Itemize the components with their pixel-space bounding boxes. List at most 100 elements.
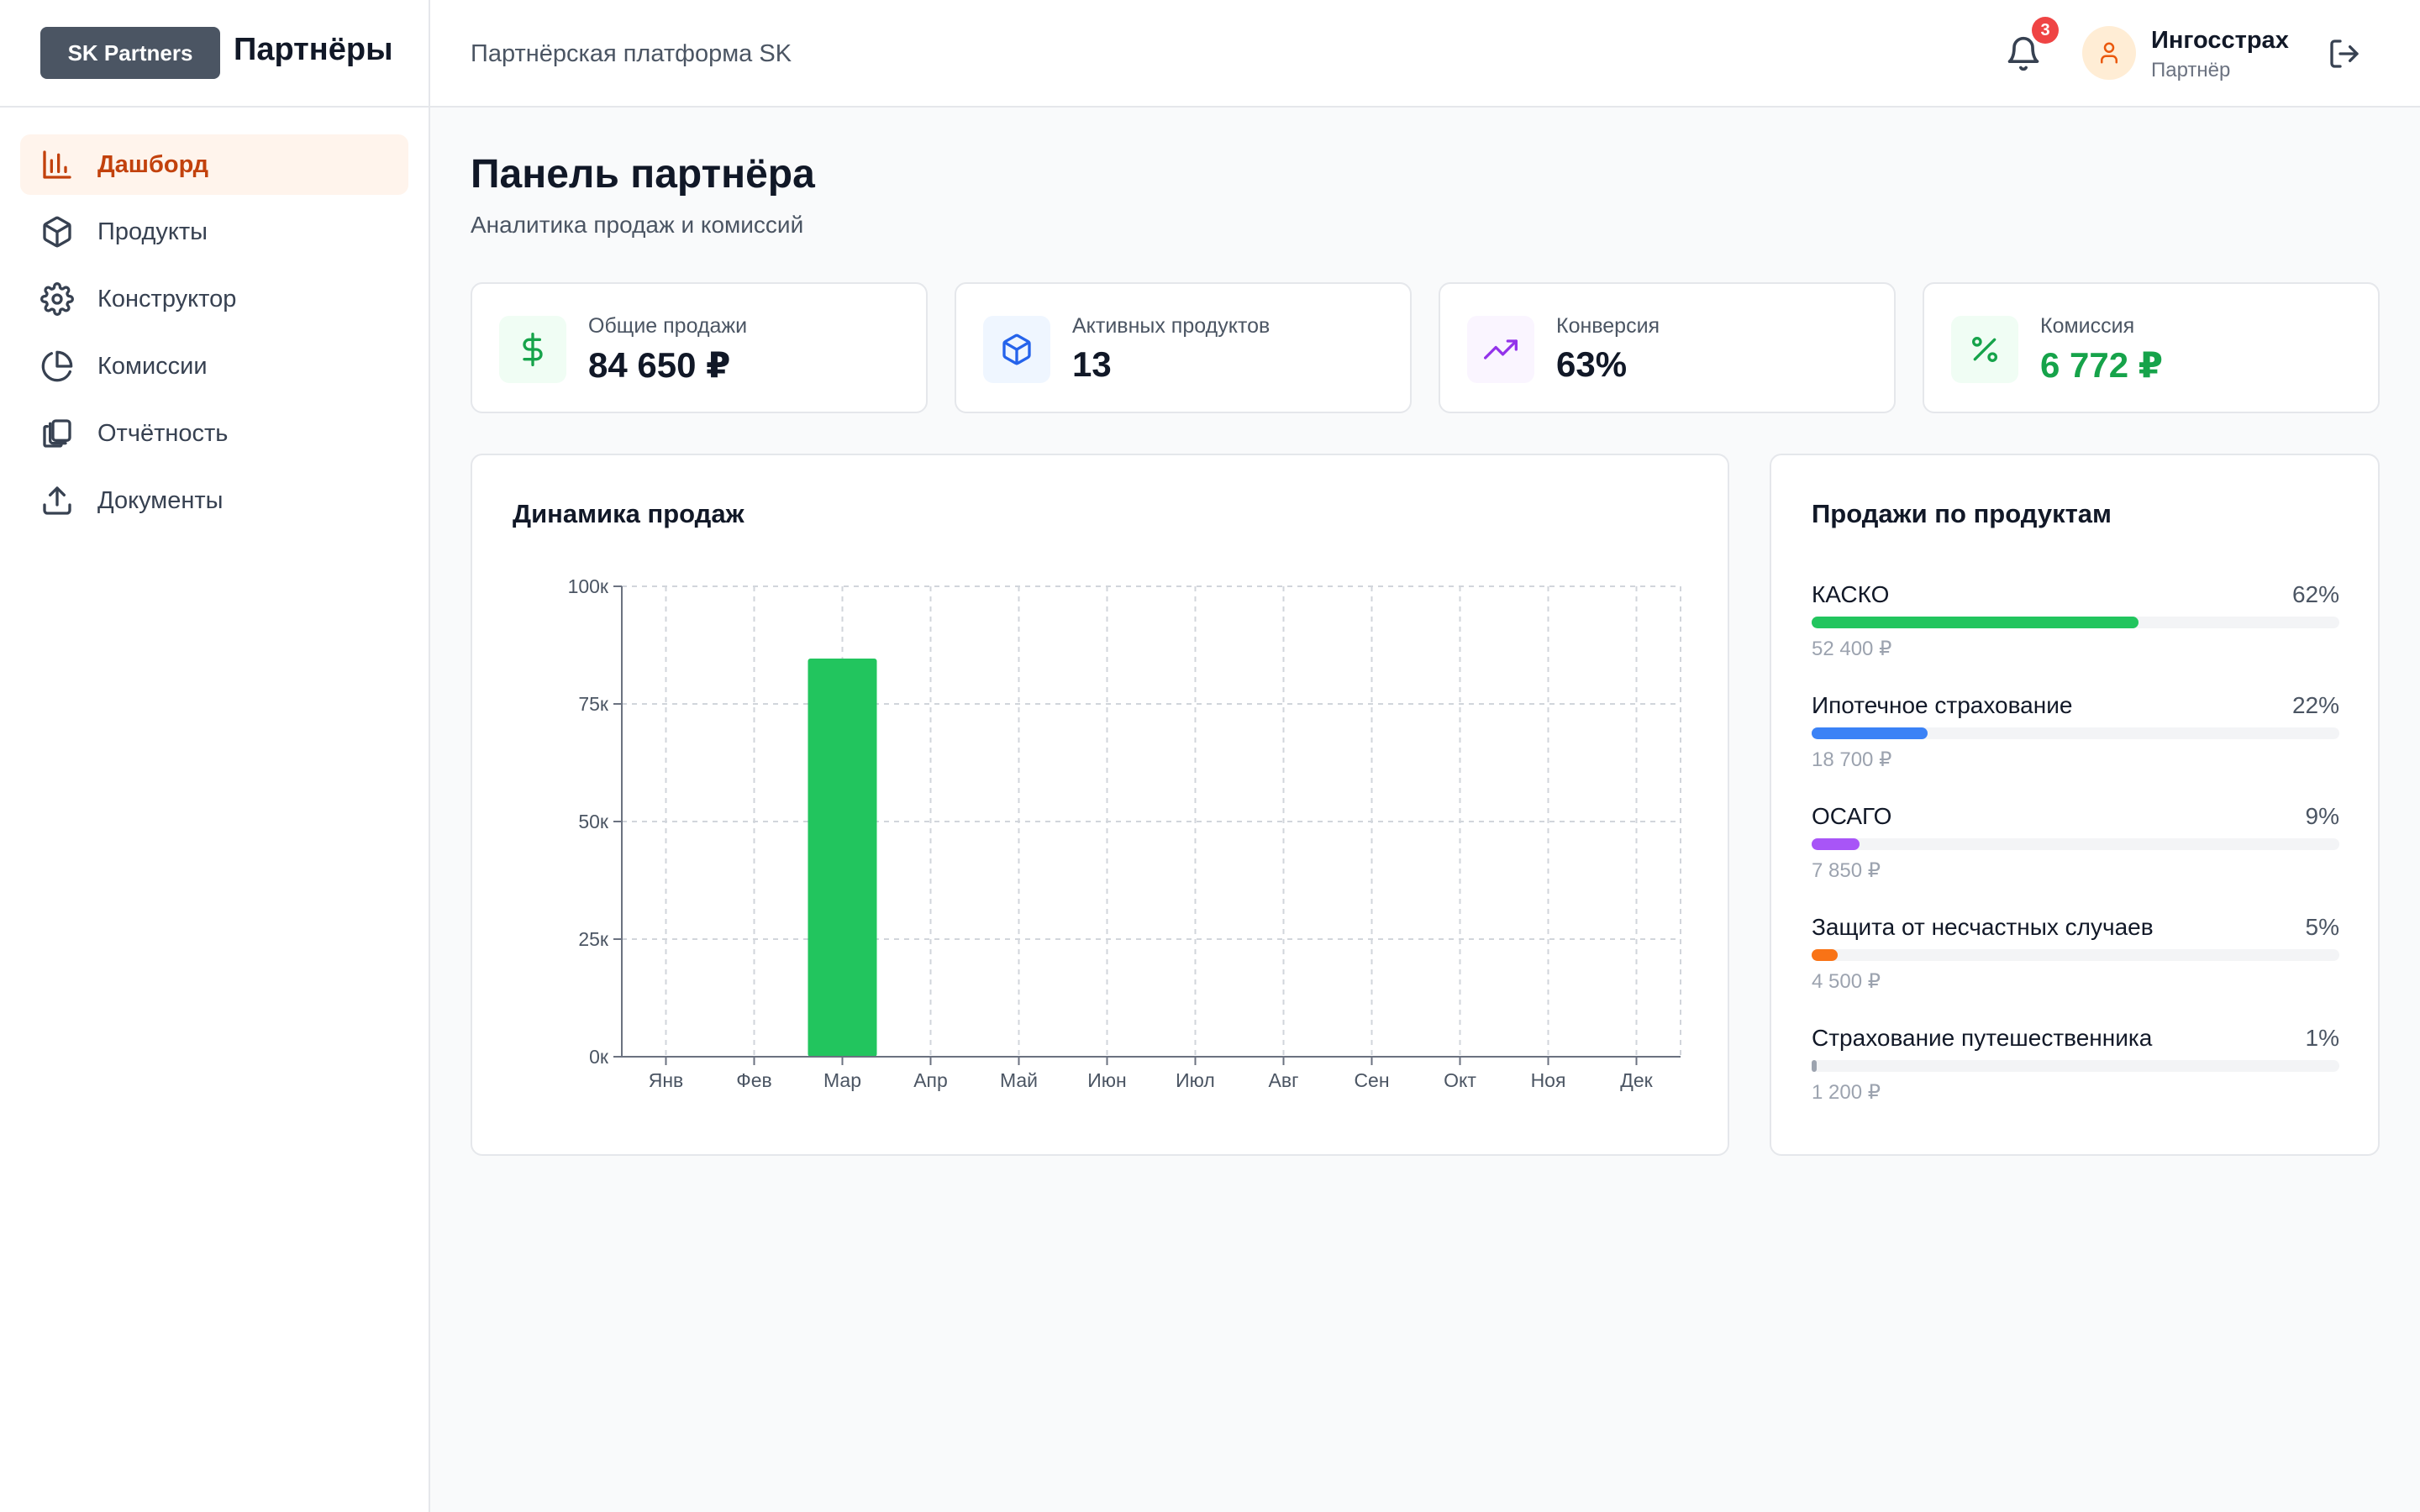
user-name: Ингосстрах: [2151, 27, 2289, 54]
product-row: Ипотечное страхование 22% 18 700 ₽: [1812, 692, 2339, 785]
y-tick-label: 100к: [568, 575, 609, 597]
avatar[interactable]: [2082, 26, 2136, 80]
x-tick-label: Авг: [1269, 1069, 1299, 1091]
product-name: ОСАГО: [1812, 803, 1892, 829]
x-tick-label: Ноя: [1531, 1069, 1566, 1091]
chart-title: Динамика продаж: [513, 499, 744, 528]
product-amount: 1 200 ₽: [1812, 1081, 1881, 1104]
x-tick-label: Июн: [1087, 1069, 1126, 1091]
stat-card-total-sales: Общие продажи 84 650 ₽: [471, 282, 928, 413]
product-percent: 9%: [2305, 803, 2339, 829]
products-panel: Продажи по продуктам КАСКО 62% 52 400 ₽ Ипо…: [1770, 454, 2380, 1156]
sidebar-item-dashboard[interactable]: Дашборд: [20, 134, 408, 195]
x-tick-label: Окт: [1444, 1069, 1476, 1091]
gear-icon: [40, 282, 74, 316]
product-progress-fill: [1812, 949, 1839, 961]
top-header: SK Partners Партнёры Партнёрская платфор…: [0, 0, 2420, 108]
product-amount: 18 700 ₽: [1812, 748, 1892, 771]
bell-icon[interactable]: [2005, 35, 2042, 72]
product-row: ОСАГО 9% 7 850 ₽: [1812, 803, 2339, 895]
sidebar-item-reports[interactable]: Отчётность: [20, 403, 408, 464]
stat-value: 6 772 ₽: [2040, 345, 2163, 385]
stat-label: Комиссия: [2040, 314, 2135, 338]
sidebar-item-label: Комиссии: [97, 352, 208, 380]
product-progress-fill: [1812, 727, 1928, 739]
sidebar-item-documents[interactable]: Документы: [20, 470, 408, 531]
x-tick-label: Май: [1000, 1069, 1038, 1091]
sidebar-item-label: Документы: [97, 486, 224, 514]
package-icon: [40, 215, 74, 249]
sidebar-item-products[interactable]: Продукты: [20, 202, 408, 262]
trending-up-icon: [1467, 316, 1534, 383]
product-amount: 4 500 ₽: [1812, 970, 1881, 993]
stat-label: Активных продуктов: [1072, 314, 1270, 338]
y-tick-label: 75к: [578, 693, 609, 715]
product-percent: 5%: [2305, 914, 2339, 940]
products-title: Продажи по продуктам: [1812, 499, 2112, 528]
product-amount: 52 400 ₽: [1812, 638, 1892, 660]
product-progress-track: [1812, 617, 2339, 628]
stat-label: Конверсия: [1556, 314, 1660, 338]
sales-chart-panel: Динамика продаж 0к 25к 50к 75к 100к Янв Фев Мар…: [471, 454, 1729, 1156]
stat-card-conversion: Конверсия 63%: [1439, 282, 1896, 413]
stat-value: 63%: [1556, 344, 1628, 384]
product-percent: 1%: [2305, 1025, 2339, 1051]
brand-badge[interactable]: SK Partners: [40, 27, 220, 79]
upload-icon: [40, 484, 74, 517]
copy-icon: [40, 417, 74, 450]
x-tick-label: Мар: [823, 1069, 861, 1091]
notification-badge: 3: [2032, 17, 2059, 44]
product-row: КАСКО 62% 52 400 ₽: [1812, 581, 2339, 674]
brand-title: Партнёры: [234, 32, 393, 67]
x-tick-label: Июл: [1176, 1069, 1215, 1091]
product-progress-track: [1812, 1060, 2339, 1072]
package-icon: [983, 316, 1050, 383]
y-tick-label: 25к: [578, 928, 609, 950]
bar-Мар: [808, 658, 877, 1057]
x-tick-label: Сен: [1354, 1069, 1389, 1091]
x-tick-label: Фев: [736, 1069, 772, 1091]
page-title: Панель партнёра: [471, 152, 815, 197]
product-row: Страхование путешественника 1% 1 200 ₽: [1812, 1025, 2339, 1117]
user-icon: [2101, 42, 2118, 64]
pie-chart-icon: [40, 349, 74, 383]
user-role: Партнёр: [2151, 59, 2231, 81]
x-tick-label: Янв: [649, 1069, 684, 1091]
page-subtitle: Аналитика продаж и комиссий: [471, 212, 804, 238]
product-row: Защита от несчастных случаев 5% 4 500 ₽: [1812, 914, 2339, 1006]
product-progress-track: [1812, 727, 2339, 739]
product-percent: 62%: [2291, 581, 2339, 607]
product-progress-fill: [1812, 617, 2139, 628]
platform-title: Партнёрская платформа SK: [471, 40, 792, 67]
header-divider: [429, 0, 430, 108]
product-progress-track: [1812, 838, 2339, 850]
stat-value: 84 650 ₽: [588, 345, 731, 385]
y-tick-label: 50к: [578, 811, 609, 832]
y-tick-label: 0к: [589, 1046, 609, 1068]
sidebar-item-label: Конструктор: [97, 285, 237, 312]
sidebar: Дашборд Продукты Конструктор Комиссии: [0, 108, 430, 1512]
product-name: Защита от несчастных случаев: [1812, 914, 2154, 940]
stat-value: 13: [1072, 344, 1112, 384]
sidebar-item-commissions[interactable]: Комиссии: [20, 336, 408, 396]
x-tick-label: Апр: [913, 1069, 948, 1091]
x-tick-label: Дек: [1620, 1069, 1653, 1091]
sidebar-item-label: Отчётность: [97, 419, 229, 447]
sidebar-item-label: Дашборд: [97, 150, 208, 178]
product-name: КАСКО: [1812, 581, 1890, 607]
percent-icon: [1951, 316, 2018, 383]
product-percent: 22%: [2291, 692, 2339, 718]
product-amount: 7 850 ₽: [1812, 859, 1881, 882]
product-name: Страхование путешественника: [1812, 1025, 2153, 1051]
product-progress-fill: [1812, 1060, 1818, 1072]
product-progress-fill: [1812, 838, 1860, 850]
product-progress-track: [1812, 949, 2339, 961]
sidebar-item-constructor[interactable]: Конструктор: [20, 269, 408, 329]
stat-card-active-products: Активных продуктов 13: [955, 282, 1412, 413]
bar-chart-icon: [40, 148, 74, 181]
logout-icon[interactable]: [2328, 37, 2361, 71]
sales-bar-chart: 0к 25к 50к 75к 100к Янв Фев Мар Апр Май Июн Июл Авг С…: [568, 575, 1681, 1091]
stat-label: Общие продажи: [588, 314, 748, 338]
sidebar-item-label: Продукты: [97, 218, 208, 245]
stat-card-commission: Комиссия 6 772 ₽: [1923, 282, 2380, 413]
